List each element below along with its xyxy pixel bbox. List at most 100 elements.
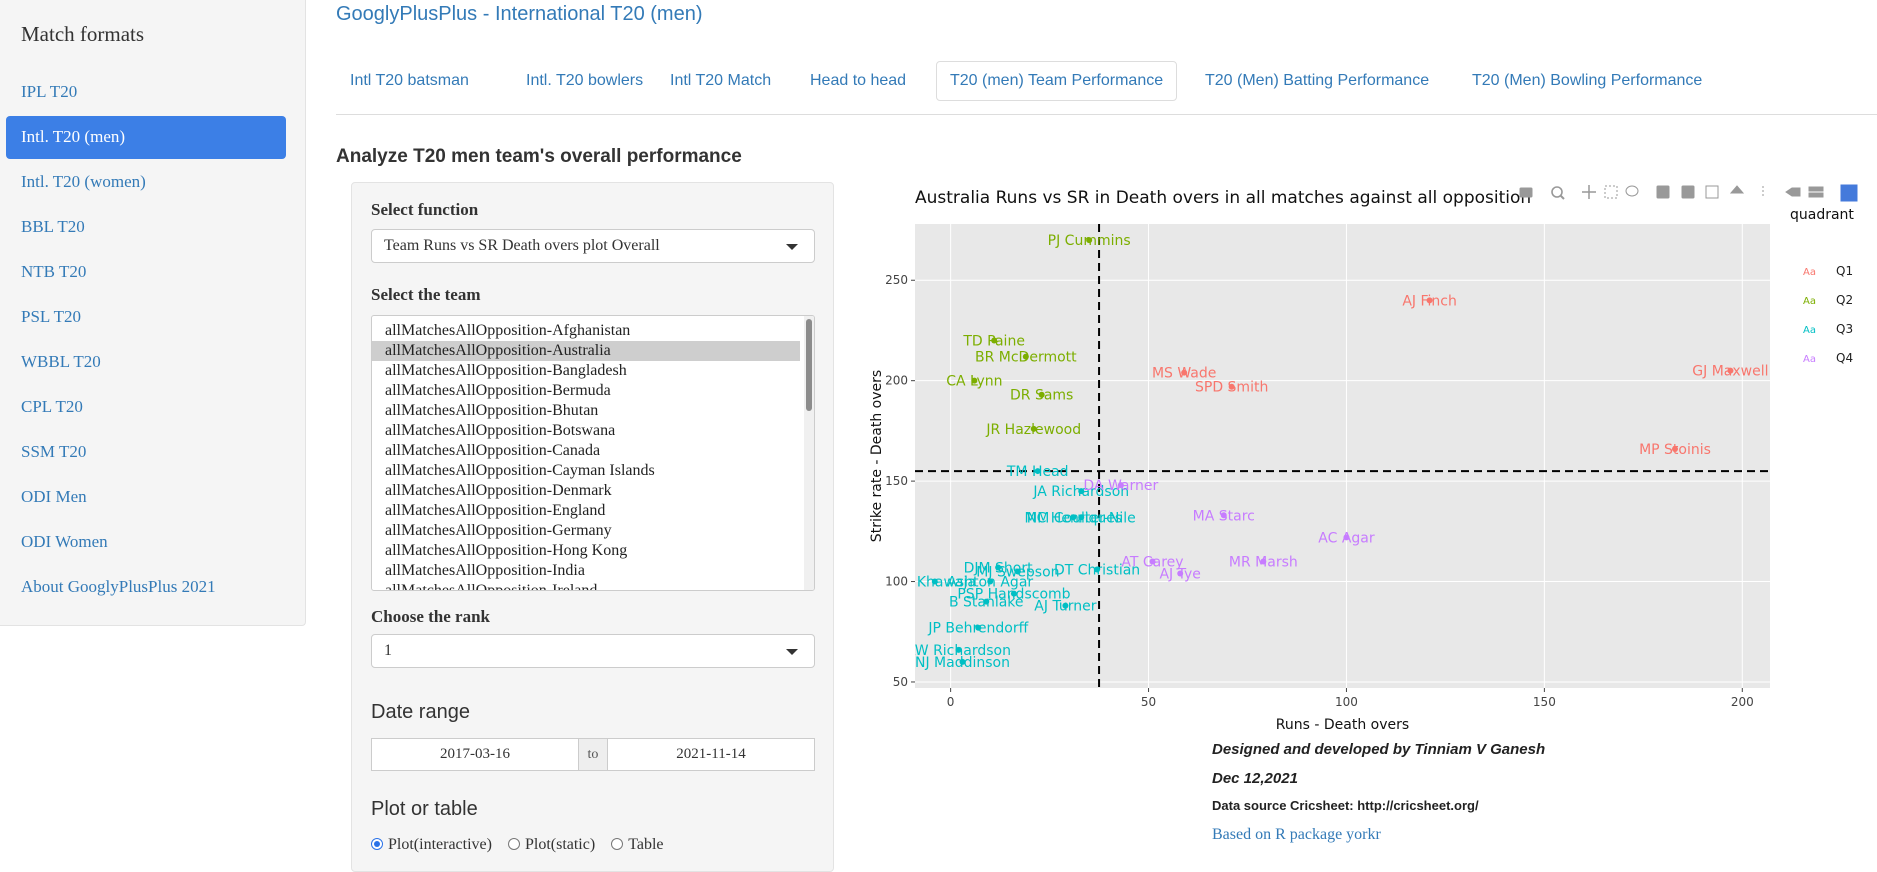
legend-item-q1[interactable]: Q1 — [1836, 264, 1853, 278]
radio-unchecked-icon[interactable] — [507, 838, 520, 850]
team-option[interactable]: allMatchesAllOpposition-England — [385, 502, 606, 519]
team-option[interactable]: allMatchesAllOpposition-Ireland — [385, 582, 598, 591]
lasso-select-icon[interactable] — [1625, 185, 1639, 197]
sidebar-item-ntb-t20[interactable]: NTB T20 — [21, 262, 87, 281]
team-option[interactable]: allMatchesAllOpposition-Denmark — [385, 482, 612, 499]
team-option[interactable]: allMatchesAllOpposition-India — [385, 562, 585, 579]
data-point[interactable] — [995, 564, 1002, 571]
team-listbox[interactable]: allMatchesAllOpposition-Afghanistan allM… — [371, 315, 815, 591]
data-point[interactable] — [1220, 512, 1227, 519]
data-point[interactable] — [1078, 514, 1085, 521]
team-option[interactable]: allMatchesAllOpposition-Botswana — [385, 422, 616, 439]
team-option[interactable]: allMatchesAllOpposition-Bangladesh — [385, 362, 627, 379]
sidebar-item-bbl-t20[interactable]: BBL T20 — [21, 217, 85, 236]
tab-intl-t20-match[interactable]: Intl T20 Match — [670, 72, 772, 89]
reset-axes-icon[interactable] — [1729, 185, 1745, 194]
radio-unchecked-icon[interactable] — [611, 838, 624, 850]
data-point[interactable] — [1343, 534, 1350, 541]
data-point[interactable] — [931, 578, 938, 585]
sidebar-item-ipl-t20[interactable]: IPL T20 — [21, 82, 78, 101]
legend-item-q2[interactable]: Q2 — [1836, 293, 1853, 307]
sidebar-item-cpl-t20[interactable]: CPL T20 — [21, 397, 83, 416]
data-point[interactable] — [987, 578, 994, 585]
data-point[interactable] — [955, 646, 962, 653]
team-option-selected[interactable]: allMatchesAllOpposition-Australia — [372, 341, 800, 361]
radio-checked-icon[interactable] — [371, 838, 383, 850]
scrollbar-thumb[interactable] — [806, 319, 812, 411]
data-point[interactable] — [959, 658, 966, 665]
radio-table[interactable]: Table — [611, 836, 664, 854]
team-option[interactable]: allMatchesAllOpposition-Bhutan — [385, 402, 599, 419]
legend-symbol[interactable]: Aa — [1803, 354, 1816, 365]
data-point[interactable] — [1228, 383, 1235, 390]
select-function-dropdown[interactable]: Team Runs vs SR Death overs plot Overall — [371, 229, 815, 263]
camera-icon[interactable] — [1519, 187, 1533, 198]
scatter-plot[interactable]: 0 50 100 150 200 50 100 150 200 250 AJ Finch GJ Max… — [860, 180, 1877, 740]
plot-background[interactable] — [915, 224, 1770, 688]
legend-symbol[interactable]: Aa — [1803, 325, 1816, 336]
tab-batting-performance[interactable]: T20 (Men) Batting Performance — [1205, 72, 1430, 89]
sidebar-item-odi-men[interactable]: ODI Men — [21, 487, 87, 506]
plotly-logo-icon[interactable] — [1840, 184, 1858, 202]
data-point[interactable] — [1030, 425, 1037, 432]
zoom-icon[interactable] — [1551, 186, 1565, 200]
data-point[interactable] — [1010, 590, 1017, 597]
sidebar-item-wbbl-t20[interactable]: WBBL T20 — [21, 352, 101, 371]
sidebar-item-intl-t20-women[interactable]: Intl. T20 (women) — [21, 172, 146, 191]
rank-dropdown[interactable]: 1 — [371, 634, 815, 668]
data-point[interactable] — [1086, 237, 1093, 244]
date-to-input[interactable]: 2021-11-14 — [607, 738, 815, 771]
app-title[interactable]: GooglyPlusPlus - International T20 (men) — [336, 3, 703, 25]
zoom-in-icon[interactable] — [1656, 185, 1670, 199]
data-point[interactable] — [1672, 445, 1678, 452]
date-from-input[interactable]: 2017-03-16 — [371, 738, 579, 771]
zoom-out-icon[interactable] — [1681, 185, 1695, 199]
sidebar-item-odi-women[interactable]: ODI Women — [21, 532, 108, 551]
hover-compare-icon[interactable] — [1808, 186, 1824, 198]
tab-intl-t20-batsman[interactable]: Intl T20 batsman — [350, 72, 469, 89]
data-point[interactable] — [1078, 488, 1085, 495]
legend-symbol[interactable]: Aa — [1803, 267, 1816, 278]
data-point[interactable] — [971, 377, 978, 384]
data-point[interactable] — [983, 598, 990, 605]
data-point[interactable] — [1034, 468, 1041, 475]
tab-bowling-performance[interactable]: T20 (Men) Bowling Performance — [1472, 72, 1703, 89]
data-point[interactable] — [1260, 558, 1267, 565]
sidebar-item-about[interactable]: About GooglyPlusPlus 2021 — [21, 577, 216, 596]
autoscale-icon[interactable] — [1705, 185, 1719, 199]
data-point[interactable] — [1094, 566, 1101, 573]
legend-symbol[interactable]: Aa — [1803, 296, 1816, 307]
data-point[interactable] — [975, 624, 982, 631]
hover-closest-icon[interactable] — [1785, 187, 1801, 197]
sidebar-item-ssm-t20[interactable]: SSM T20 — [21, 442, 87, 461]
box-select-icon[interactable] — [1604, 185, 1618, 199]
sidebar-item-psl-t20[interactable]: PSL T20 — [21, 307, 81, 326]
footer-package-link[interactable]: Based on R package yorkr — [1212, 826, 1381, 843]
legend-item-q4[interactable]: Q4 — [1836, 351, 1853, 365]
data-point[interactable] — [1117, 482, 1124, 489]
data-point[interactable] — [1062, 602, 1069, 609]
radio-plot-static[interactable]: Plot(static) — [507, 836, 595, 854]
data-point[interactable] — [1038, 391, 1045, 398]
legend-item-q3[interactable]: Q3 — [1836, 322, 1853, 336]
data-point[interactable] — [991, 337, 998, 344]
tab-team-performance[interactable]: T20 (men) Team Performance — [936, 61, 1178, 101]
data-point[interactable] — [1727, 367, 1734, 374]
radio-plot-interactive[interactable]: Plot(interactive) — [371, 836, 492, 854]
sidebar-item-intl-t20-men[interactable]: Intl. T20 (men) — [6, 116, 286, 159]
listbox-scrollbar[interactable] — [804, 316, 814, 590]
team-option[interactable]: allMatchesAllOpposition-Afghanistan — [385, 322, 631, 339]
data-point[interactable] — [1014, 568, 1021, 575]
tab-intl-t20-bowlers[interactable]: Intl. T20 bowlers — [526, 72, 644, 89]
data-point[interactable] — [1149, 558, 1156, 565]
team-option[interactable]: allMatchesAllOpposition-Canada — [385, 442, 601, 459]
team-option[interactable]: allMatchesAllOpposition-Cayman Islands — [385, 462, 655, 479]
tab-head-to-head[interactable]: Head to head — [810, 72, 907, 89]
data-point[interactable] — [1022, 353, 1029, 360]
data-point[interactable] — [1181, 369, 1188, 376]
team-option[interactable]: allMatchesAllOpposition-Bermuda — [385, 382, 611, 399]
team-option[interactable]: allMatchesAllOpposition-Hong Kong — [385, 542, 628, 559]
data-point[interactable] — [1177, 570, 1184, 577]
data-point[interactable] — [1426, 297, 1433, 304]
pan-icon[interactable] — [1582, 185, 1596, 199]
